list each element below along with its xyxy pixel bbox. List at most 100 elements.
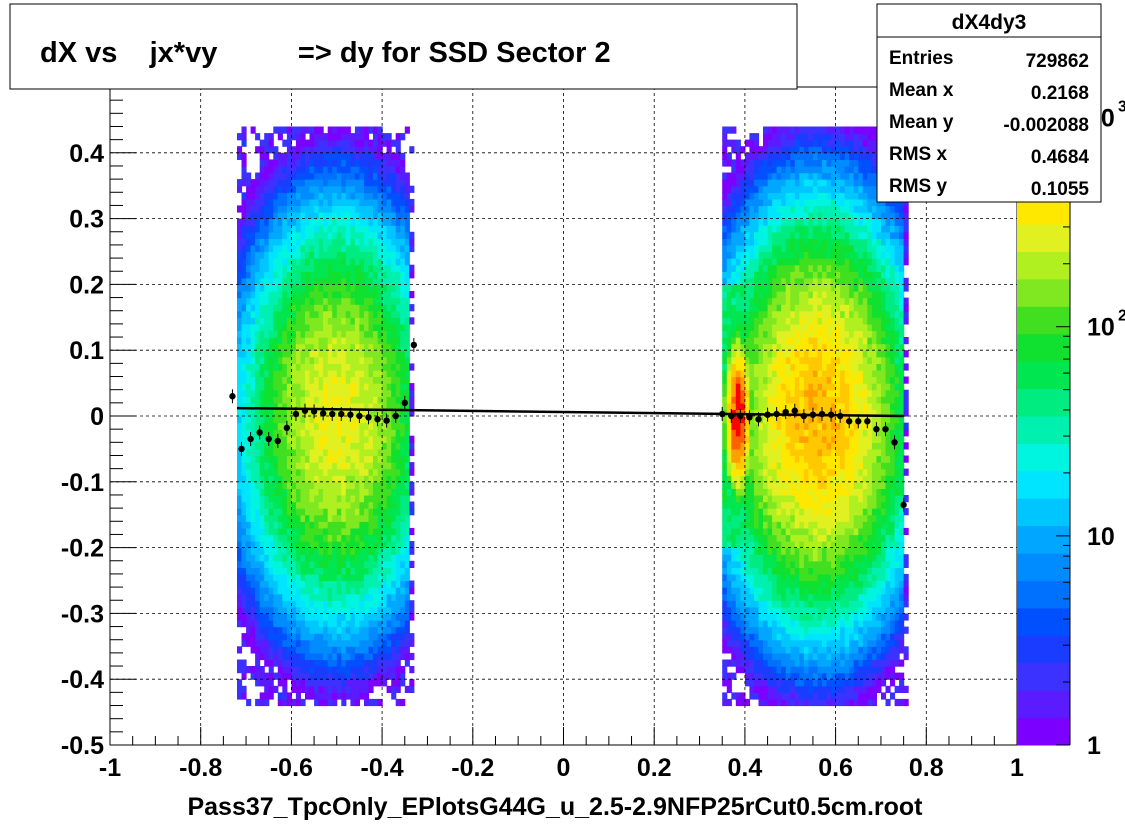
heatmap-cell [785, 475, 791, 483]
heatmap-cell [726, 258, 732, 266]
heatmap-cell [309, 291, 315, 299]
heatmap-cell [359, 541, 365, 549]
heatmap-cell [749, 198, 755, 207]
heatmap-cell [377, 587, 383, 595]
heatmap-cell [391, 541, 397, 549]
heatmap-cell [255, 501, 261, 509]
heatmap-cell [763, 646, 769, 654]
heatmap-cell [300, 166, 306, 174]
heatmap-cell [373, 495, 379, 503]
heatmap-cell [754, 383, 760, 391]
heatmap-cell [305, 541, 311, 549]
heatmap-cell [368, 698, 374, 707]
heatmap-cell [282, 284, 288, 292]
heatmap-cell [386, 488, 392, 496]
heatmap-cell [400, 679, 406, 687]
heatmap-cell [744, 310, 750, 318]
heatmap-cell [327, 639, 333, 647]
heatmap-cell [726, 389, 732, 397]
heatmap-cell [336, 146, 342, 154]
heatmap-cell [400, 488, 406, 496]
heatmap-cell [767, 356, 773, 364]
heatmap-cell [300, 488, 306, 496]
heatmap-cell [264, 455, 270, 463]
heatmap-cell [744, 468, 750, 476]
heatmap-cell [749, 297, 755, 305]
heatmap-cell [345, 534, 351, 542]
heatmap-cell [744, 593, 750, 601]
heatmap-cell [400, 304, 406, 312]
heatmap-cell [400, 554, 406, 562]
heatmap-cell [767, 179, 773, 187]
heatmap-cell [395, 666, 401, 674]
heatmap-cell [740, 396, 746, 404]
heatmap-cell [255, 600, 261, 608]
heatmap-cell [354, 534, 360, 542]
heatmap-cell [241, 192, 247, 200]
heatmap-cell [300, 626, 306, 634]
heatmap-cell [404, 416, 410, 424]
heatmap-cell [305, 271, 311, 279]
heatmap-cell [314, 363, 320, 371]
heatmap-cell [386, 475, 392, 483]
heatmap-cell [277, 646, 283, 654]
heatmap-cell [808, 343, 814, 351]
heatmap-cell [368, 172, 374, 180]
heatmap-cell [744, 383, 750, 391]
heatmap-cell [400, 501, 406, 509]
heatmap-cell [295, 462, 301, 470]
heatmap-cell [246, 369, 252, 378]
heatmap-cell [794, 304, 800, 312]
heatmap-cell [264, 593, 270, 601]
heatmap-cell [726, 521, 732, 529]
heatmap-cell [377, 271, 383, 279]
heatmap-cell [808, 672, 814, 680]
heatmap-cell [350, 422, 356, 430]
heatmap-cell [295, 139, 301, 147]
heatmap-cell [291, 225, 297, 233]
heatmap-cell [731, 363, 737, 371]
heatmap-cell [776, 264, 782, 272]
heatmap-cell [241, 330, 247, 338]
heatmap-cell [300, 448, 306, 457]
heatmap-cell [354, 185, 360, 193]
heatmap-cell [409, 679, 415, 687]
heatmap-cell [368, 376, 374, 384]
heatmap-cell [790, 179, 796, 187]
heatmap-cell [731, 271, 737, 279]
heatmap-cell [273, 310, 279, 318]
heatmap-cell [368, 685, 374, 693]
heatmap-cell [341, 323, 347, 332]
heatmap-cell [395, 146, 401, 154]
heatmap-cell [799, 679, 805, 687]
heatmap-cell [341, 291, 347, 299]
heatmap-cell [386, 363, 392, 371]
heatmap-cell [255, 396, 261, 404]
heatmap-cell [332, 672, 338, 680]
heatmap-cell [790, 462, 796, 470]
heatmap-cell [391, 560, 397, 568]
heatmap-cell [336, 126, 342, 134]
heatmap-cell [323, 600, 329, 608]
heatmap-cell [731, 547, 737, 555]
heatmap-cell [740, 475, 746, 483]
heatmap-cell [395, 541, 401, 549]
heatmap-cell [318, 659, 324, 667]
heatmap-cell [767, 264, 773, 272]
heatmap-cell [772, 633, 778, 641]
heatmap-cell [368, 679, 374, 687]
heatmap-cell [790, 159, 796, 167]
heatmap-cell [772, 514, 778, 522]
heatmap-cell [286, 297, 292, 305]
heatmap-cell [377, 580, 383, 588]
heatmap-cell [808, 323, 814, 332]
heatmap-cell [237, 455, 243, 463]
heatmap-cell [404, 501, 410, 509]
heatmap-cell [341, 277, 347, 285]
heatmap-cell [345, 304, 351, 312]
heatmap-cell [772, 277, 778, 285]
heatmap-cell [373, 501, 379, 509]
heatmap-cell [264, 251, 270, 259]
heatmap-cell [726, 238, 732, 246]
heatmap-cell [282, 383, 288, 391]
